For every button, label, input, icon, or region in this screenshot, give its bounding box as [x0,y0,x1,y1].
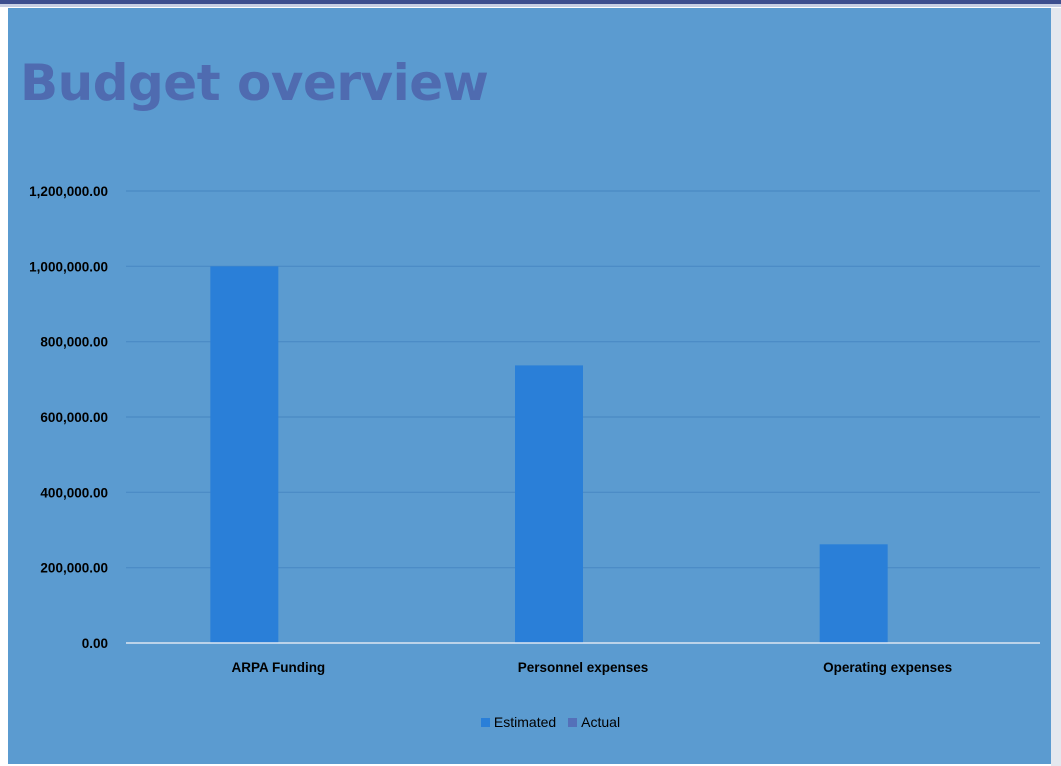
y-tick-label: 0.00 [82,636,108,651]
x-tick-label: Personnel expenses [518,660,649,675]
x-axis-tick-labels: ARPA Funding Personnel expenses Operating … [231,660,952,675]
bar-estimated-2 [515,365,583,643]
y-tick-label: 600,000.00 [40,410,108,425]
bar-estimated-3 [819,544,888,643]
bar-estimated-1 [210,266,279,643]
x-tick-label: ARPA Funding [231,660,325,675]
y-tick-label: 800,000.00 [40,335,108,350]
y-tick-label: 1,000,000.00 [29,259,108,274]
legend-label-estimated: Estimated [493,714,557,730]
legend-swatch-estimated [480,717,490,727]
legend-label-actual: Actual [581,714,621,730]
x-tick-label: Operating expenses [823,660,952,675]
y-axis-tick-labels: 0.00 200,000.00 400,000.00 600,000.00 800,00… [29,184,108,651]
legend: Estimated Actual [0,714,1061,730]
legend-item-actual: Actual [568,714,620,730]
legend-swatch-actual [568,717,578,727]
y-tick-label: 1,200,000.00 [29,184,108,199]
right-margin [1051,8,1061,766]
legend-item-estimated: Estimated [441,714,556,730]
y-tick-label: 200,000.00 [40,561,108,576]
bars [210,266,888,643]
top-border [0,0,1061,4]
chart-title: Budget overview [20,54,489,112]
top-border-shadow [0,4,1061,7]
y-tick-label: 400,000.00 [40,485,108,500]
